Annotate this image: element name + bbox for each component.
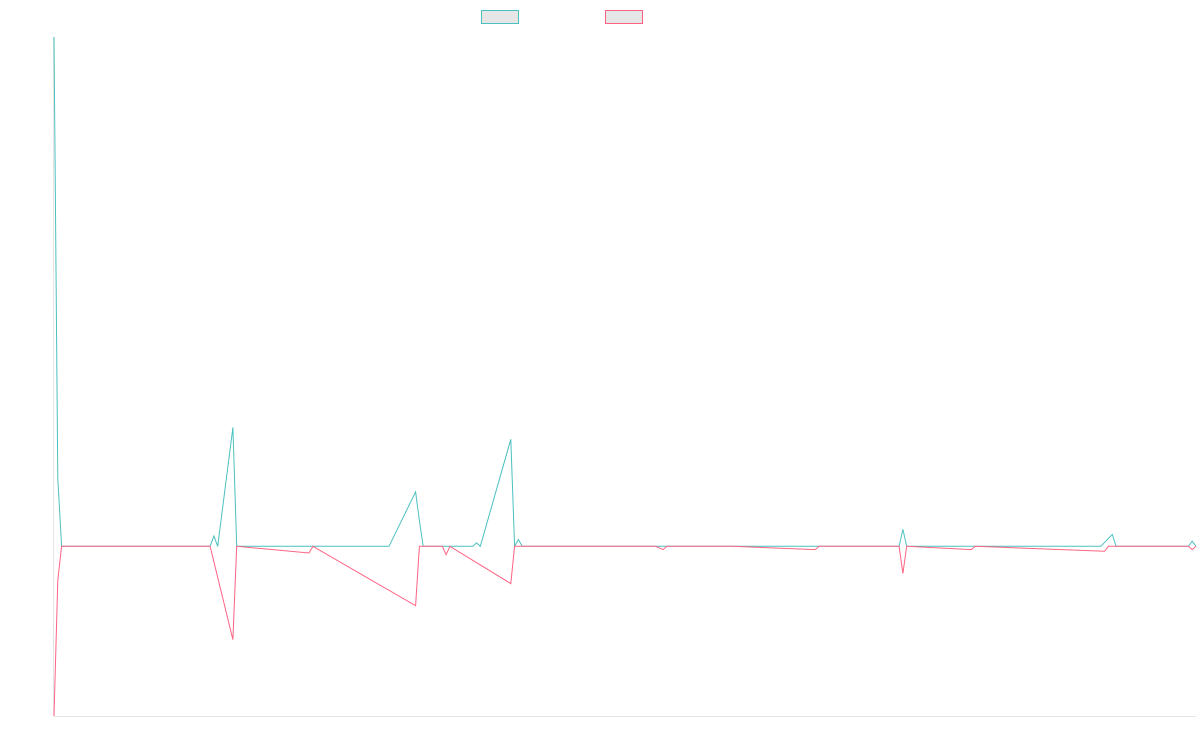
- legend-item-2[interactable]: [605, 8, 643, 26]
- series-line-2: [53, 545, 1197, 717]
- legend-swatch-2: [605, 10, 643, 24]
- series-line-1: [53, 36, 1197, 549]
- legend-swatch-1: [481, 10, 519, 24]
- legend: [0, 8, 1200, 28]
- legend-item-1[interactable]: [481, 8, 519, 26]
